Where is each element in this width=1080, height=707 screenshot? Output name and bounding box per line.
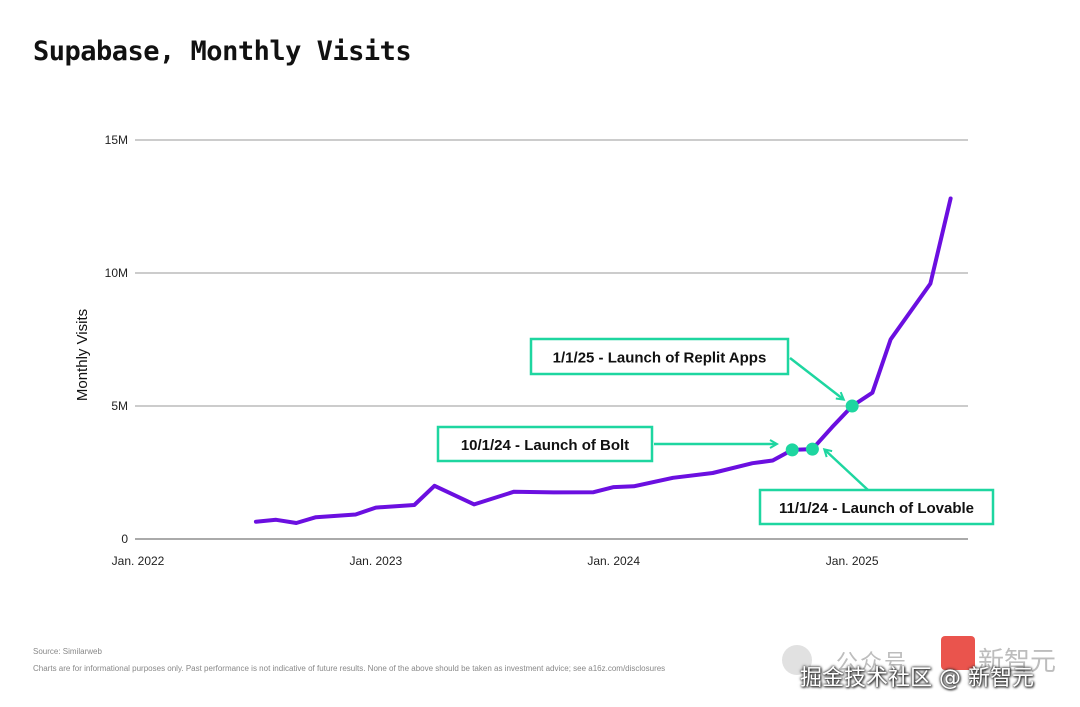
disclaimer-note: Charts are for informational purposes on… [33, 664, 666, 673]
annotation-label: 11/1/24 - Launch of Lovable [779, 500, 974, 517]
annotation-label: 1/1/25 - Launch of Replit Apps [553, 350, 767, 367]
y-tick-label: 10M [105, 266, 128, 280]
annotation-marker [785, 443, 799, 457]
chart-title: Supabase, Monthly Visits [33, 36, 412, 67]
y-tick-label: 5M [111, 399, 128, 413]
annotation-label: 10/1/24 - Launch of Bolt [461, 437, 629, 454]
y-tick-label: 15M [105, 133, 128, 147]
source-note: Source: Similarweb [33, 647, 102, 656]
x-tick-label: Jan. 2022 [112, 554, 165, 568]
x-axis-ticks: Jan. 2022 Jan. 2023 Jan. 2024 Jan. 2025 [112, 554, 879, 568]
watermark-faint-brand: 新智元 [978, 647, 1057, 677]
annotation-marker [845, 399, 859, 413]
annotations: 1/1/25 - Launch of Replit Apps 10/1/24 - … [436, 337, 995, 526]
gridlines [135, 139, 968, 540]
y-axis-ticks: 0 5M 10M 15M [105, 133, 129, 546]
annotation-marker [805, 442, 819, 456]
y-axis-label: Monthly Visits [74, 309, 91, 401]
x-tick-label: Jan. 2024 [587, 554, 640, 568]
annotation-box [529, 337, 790, 376]
annotation-arrow [789, 357, 843, 399]
x-tick-label: Jan. 2023 [349, 554, 402, 568]
brand-logo-icon [941, 636, 975, 670]
annotation-box [758, 488, 995, 526]
y-tick-label: 0 [121, 532, 128, 546]
watermark-faint: 公众号 [836, 651, 909, 676]
annotation-arrow [825, 450, 869, 491]
x-tick-label: Jan. 2025 [826, 554, 879, 568]
watermark-text: 掘金技术社区 @ 新智元 [800, 666, 1034, 691]
wechat-logo-icon [782, 645, 812, 675]
annotation-box [436, 425, 654, 463]
